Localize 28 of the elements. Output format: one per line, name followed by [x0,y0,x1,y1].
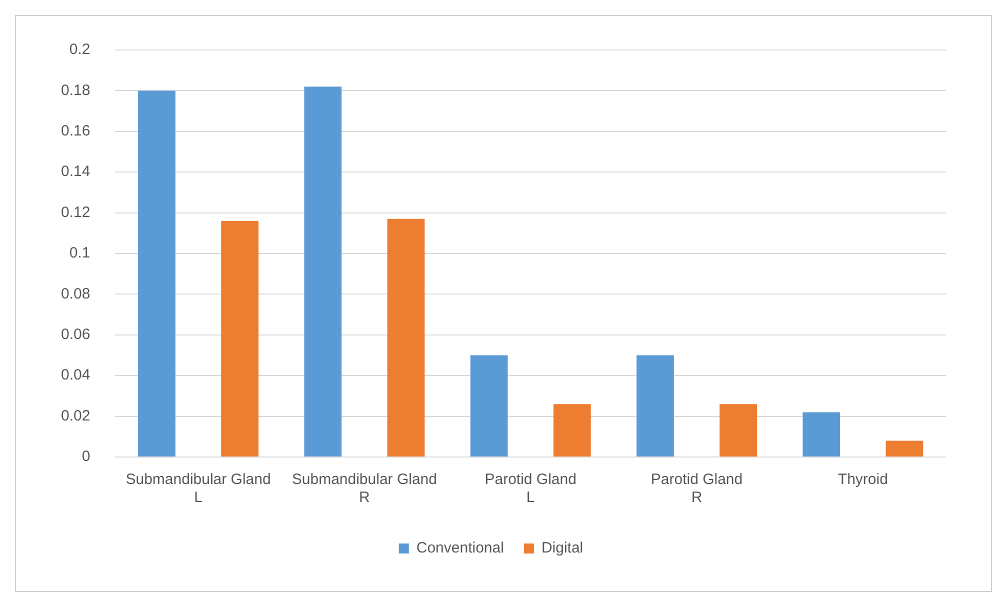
bar [221,220,259,456]
x-tick-label: Submandibular Gland R [292,471,437,506]
y-tick-label: 0.18 [60,82,90,99]
y-tick-label: 0.16 [60,122,90,140]
y-tick-label: 0.12 [60,204,90,221]
bar [470,355,508,456]
x-tick-label: Thyroid [838,471,888,488]
y-tick-label: 0 [82,448,90,466]
y-tick-label: 0.04 [60,366,90,384]
bar [387,218,425,456]
y-tick-label: 0.14 [60,163,90,180]
legend-label: Conventional [416,540,504,557]
bar [138,90,176,456]
y-tick-label: 0.02 [60,407,90,424]
x-tick-label: Submandibular Gland L [126,471,271,506]
y-tick-label: 0.08 [60,285,90,302]
bar [802,412,840,456]
bar [886,440,924,456]
bar [720,404,757,456]
bar [553,404,591,456]
y-tick-label: 0.1 [69,244,90,262]
bar [636,355,674,456]
x-tick-label: Parotid Gland L [484,471,576,506]
y-tick-label: 0.06 [60,326,90,344]
y-tick-label: 0.2 [69,41,90,58]
x-tick-label: Parotid Gland R [650,471,743,506]
bar [304,86,342,456]
legend-label: Digital [541,540,584,557]
